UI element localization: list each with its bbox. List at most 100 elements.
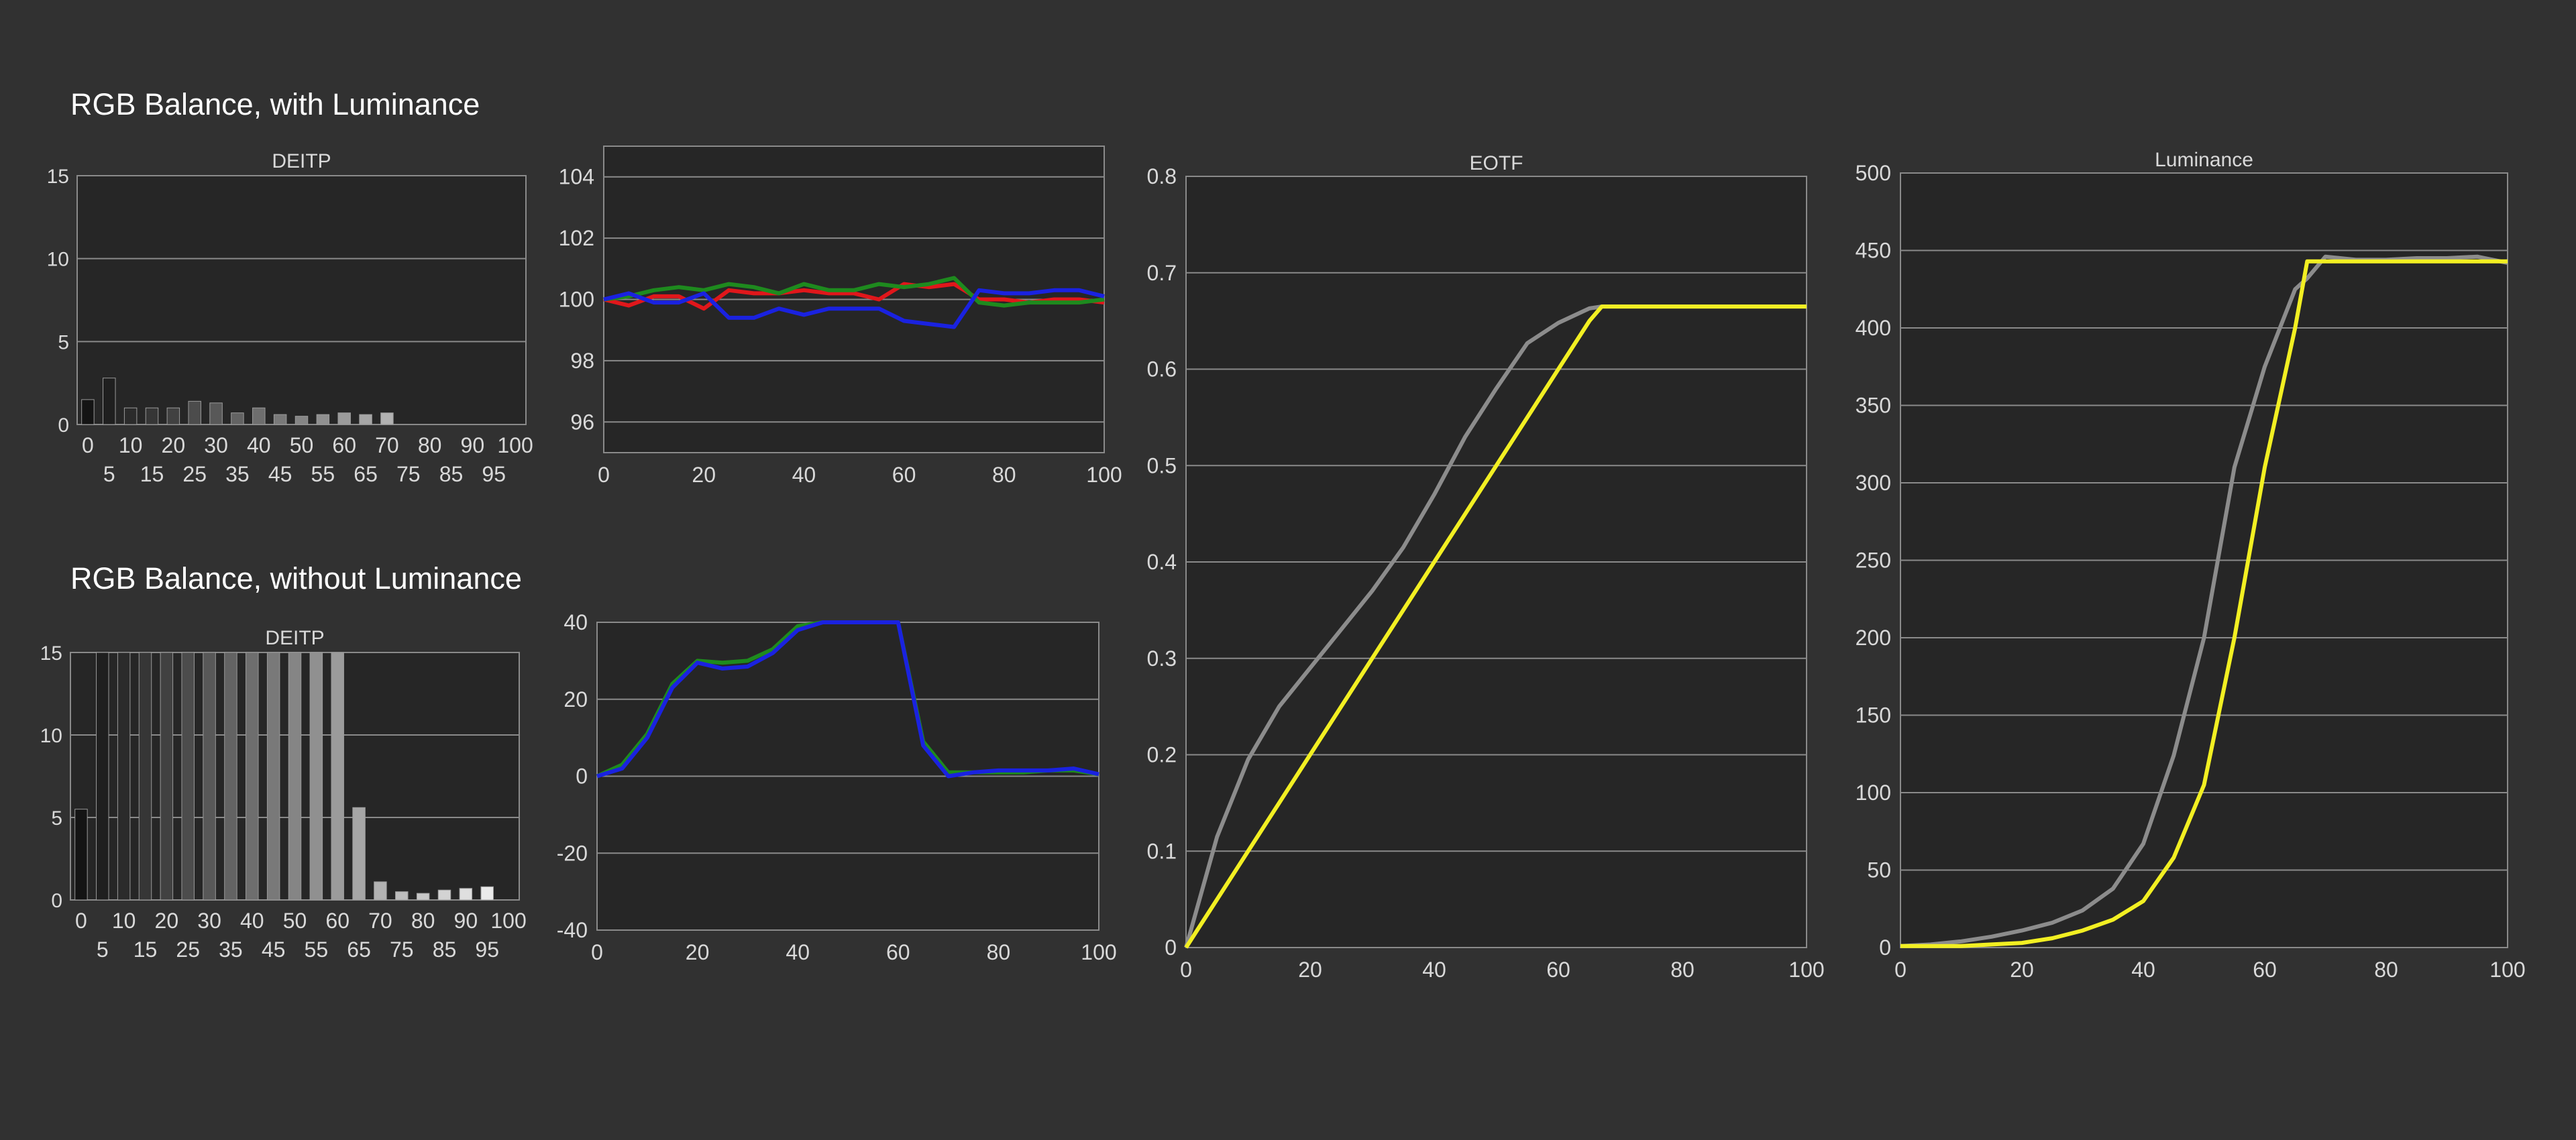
luminance-series-measured-line (1900, 259, 2508, 948)
deitp-without-luminance-ytick-label: 5 (51, 807, 62, 830)
luminance-ytick-label: 450 (1856, 239, 1891, 263)
luminance-ytick-label: 50 (1867, 858, 1891, 882)
deitp-without-luminance-xtick-label: 75 (390, 937, 414, 962)
rgb-with-luminance-xtick-label: 80 (992, 463, 1016, 487)
deitp-without-luminance-xtick-label: 40 (240, 909, 264, 933)
deitp-without-luminance-xtick-label: 10 (112, 909, 136, 933)
rgb-without-luminance-xtick-label: 60 (886, 940, 910, 964)
deitp-with-luminance-bar (145, 407, 159, 425)
eotf-ytick-label: 0.6 (1147, 357, 1177, 382)
rgb-without-luminance-ytick-label: 20 (564, 687, 588, 711)
deitp-with-luminance-chart: 0510150510152025303540455055606570758085… (47, 150, 533, 486)
deitp-with-luminance-ytick-label: 0 (58, 414, 69, 437)
deitp-without-luminance-ytick-label: 10 (40, 725, 62, 747)
deitp-without-luminance-xtick-label: 90 (454, 909, 478, 933)
deitp-without-luminance-bar (117, 652, 131, 901)
luminance-chart: 0 50 100 150 200 250 300 350 400 450 500 0 20 40 60 80 1… (1856, 149, 2526, 982)
deitp-without-luminance-bar (74, 809, 88, 901)
deitp-without-luminance-xtick-label: 20 (155, 909, 179, 933)
eotf-chart: 0 0.1 0.2 0.3 0.4 0.5 0.6 0.7 0.8 0 20 40 60 80 100 EOT… (1147, 152, 1825, 982)
deitp-with-luminance-bar (294, 416, 309, 425)
deitp-with-luminance-xtick-label: 20 (162, 433, 186, 457)
eotf-ytick-label: 0.4 (1147, 550, 1177, 574)
deitp-without-luminance-bar (437, 889, 451, 901)
deitp-with-luminance-xtick-label: 40 (247, 433, 271, 457)
deitp-with-luminance-bar (209, 402, 223, 425)
deitp-without-luminance-bar (138, 652, 152, 901)
heading-rgb-balance-without-luminance: RGB Balance, without Luminance (70, 561, 522, 595)
deitp-with-luminance-plot-area (76, 175, 527, 425)
rgb-without-luminance-xtick-label: 20 (686, 940, 710, 964)
deitp-without-luminance-bar (459, 888, 473, 901)
luminance-xtick-label: 0 (1894, 958, 1907, 982)
deitp-with-luminance-bar (188, 400, 201, 425)
heading-rgb-balance-with-luminance: RGB Balance, with Luminance (70, 87, 480, 121)
deitp-with-luminance-xtick-label: 95 (482, 462, 506, 486)
rgb-with-luminance-ytick-label: 96 (570, 410, 594, 434)
eotf-ytick-label: 0.8 (1147, 164, 1177, 188)
luminance-ytick-label: 300 (1856, 471, 1891, 495)
rgb-with-luminance-xtick-label: 0 (598, 463, 610, 487)
rgb-without-luminance-xtick-label: 0 (591, 940, 603, 964)
eotf-ytick-label: 0.2 (1147, 743, 1177, 767)
deitp-with-luminance-bar (166, 407, 180, 425)
deitp-with-luminance-xtick-label: 65 (354, 462, 378, 486)
rgb-without-luminance-ytick-label: 40 (564, 610, 588, 634)
deitp-with-luminance-xtick-label: 80 (418, 433, 442, 457)
rgb-with-luminance-series-green-line (603, 276, 1105, 308)
deitp-with-luminance-bar (359, 414, 372, 425)
deitp-with-luminance-ytick-label: 15 (47, 166, 69, 188)
deitp-with-luminance-xtick-label: 5 (103, 462, 115, 486)
deitp-with-luminance-xtick-label: 55 (311, 462, 335, 486)
deitp-without-luminance-bar (246, 652, 259, 901)
rgb-without-luminance-xtick-label: 100 (1081, 940, 1116, 964)
rgb-without-luminance-ytick-label: 0 (576, 764, 588, 789)
luminance-ytick-label: 350 (1856, 394, 1891, 418)
deitp-without-luminance-xtick-label: 55 (305, 937, 329, 962)
deitp-without-luminance-xtick-label: 70 (368, 909, 392, 933)
deitp-with-luminance-xtick-label: 50 (290, 433, 314, 457)
deitp-without-luminance-bar (181, 652, 195, 901)
eotf-series-measured-line (1184, 304, 1807, 949)
deitp-without-luminance-xtick-label: 45 (262, 937, 286, 962)
luminance-ytick-label: 0 (1879, 935, 1891, 960)
eotf-xtick-label: 60 (1546, 958, 1570, 982)
eotf-xtick-label: 80 (1670, 958, 1695, 982)
deitp-without-luminance-xtick-label: 85 (433, 937, 457, 962)
deitp-with-luminance-xtick-label: 35 (225, 462, 250, 486)
deitp-without-luminance-bar (309, 652, 323, 901)
deitp-with-luminance-title: DEITP (272, 150, 331, 172)
deitp-without-luminance-xtick-label: 50 (283, 909, 307, 933)
luminance-ytick-label: 500 (1856, 161, 1891, 185)
rgb-with-luminance-xtick-label: 100 (1086, 463, 1122, 487)
luminance-ytick-label: 150 (1856, 703, 1891, 728)
eotf-xtick-label: 40 (1422, 958, 1446, 982)
deitp-with-luminance-ytick-label: 5 (58, 331, 69, 353)
rgb-without-luminance-series-blue-line (596, 620, 1099, 779)
deitp-with-luminance-xtick-label: 100 (497, 433, 533, 457)
deitp-with-luminance-bar (252, 407, 266, 425)
deitp-with-luminance-xtick-label: 90 (461, 433, 485, 457)
deitp-without-luminance-bar (352, 807, 366, 901)
eotf-xtick-label: 0 (1180, 958, 1192, 982)
luminance-xtick-label: 60 (2253, 958, 2277, 982)
deitp-without-luminance-bar (480, 886, 494, 901)
rgb-without-luminance-ytick-label: -20 (557, 841, 588, 865)
deitp-with-luminance-xtick-label: 30 (204, 433, 228, 457)
rgb-with-luminance-ytick-label: 102 (559, 226, 594, 250)
deitp-with-luminance-bar (231, 412, 244, 425)
luminance-series-target-line (1900, 254, 2508, 948)
deitp-with-luminance-ytick-label: 10 (47, 249, 69, 271)
deitp-without-luminance-bar (203, 652, 216, 901)
deitp-with-luminance-xtick-label: 10 (119, 433, 143, 457)
deitp-without-luminance-xtick-label: 15 (133, 937, 158, 962)
deitp-with-luminance-xtick-label: 25 (182, 462, 207, 486)
deitp-with-luminance-xtick-label: 60 (332, 433, 356, 457)
luminance-xtick-label: 100 (2489, 958, 2525, 982)
eotf-ytick-label: 0 (1165, 935, 1177, 960)
eotf-ytick-label: 0.5 (1147, 453, 1177, 477)
deitp-without-luminance-xtick-label: 100 (490, 909, 526, 933)
deitp-without-luminance-xtick-label: 35 (219, 937, 243, 962)
deitp-without-luminance-xtick-label: 60 (325, 909, 350, 933)
deitp-without-luminance-xtick-label: 30 (197, 909, 221, 933)
